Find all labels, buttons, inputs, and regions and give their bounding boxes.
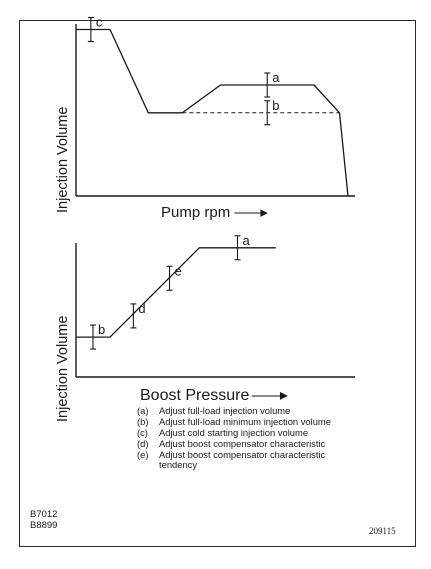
figure-code-left: B7012 B8899 bbox=[30, 509, 57, 531]
chart-0-annotation-b: b bbox=[264, 98, 279, 126]
chart-0-annotation-label-a: a bbox=[272, 70, 280, 85]
figure-frame bbox=[19, 20, 416, 547]
chart-0-xlabel: Pump rpm ——▸ bbox=[161, 204, 268, 221]
chart-1-annotation-d: d bbox=[130, 301, 146, 329]
legend: (a) Adjust full-load injection volume (b… bbox=[137, 405, 337, 471]
chart-0-series-0 bbox=[76, 28, 349, 197]
chart-0-ylabel: Injection Volume bbox=[55, 106, 71, 213]
legend-item-a: (a) Adjust full-load injection volume bbox=[137, 405, 291, 416]
chart-1-annotation-label-b: b bbox=[98, 322, 105, 337]
chart-0-annotation-a: a bbox=[264, 70, 280, 98]
chart-0-annotation-label-b: b bbox=[272, 98, 279, 113]
chart-1-annotation-e: e bbox=[166, 263, 182, 291]
chart-1-xlabel: Boost Pressure ——▸ bbox=[140, 387, 288, 404]
chart-1-annotation-label-d: d bbox=[138, 301, 145, 316]
legend-item-c: (c) Adjust cold starting injection volum… bbox=[137, 426, 309, 438]
chart-1-annotation-label-e: e bbox=[175, 263, 182, 278]
chart-1-series-0 bbox=[76, 247, 276, 338]
chart-0-annotation-label-c: c bbox=[96, 15, 103, 30]
legend-item-e: (e) Adjust boost compensator characteris… bbox=[137, 448, 326, 471]
chart-1-annotation-b: b bbox=[90, 322, 105, 350]
chart-pump-rpm: c ab bbox=[75, 15, 355, 197]
legend-item-b: (b) Adjust full-load minimum injection v… bbox=[137, 415, 331, 427]
chart-1-ylabel: Injection Volume bbox=[55, 315, 71, 422]
chart-1-annotation-label-a: a bbox=[243, 233, 251, 248]
chart-boost-pressure: b d e a bbox=[75, 233, 355, 378]
code-b7012: B7012 bbox=[30, 509, 58, 520]
code-b8899: B8899 bbox=[30, 520, 58, 531]
chart-0-annotation-c: c bbox=[87, 15, 103, 43]
legend-item-d: (d) Adjust boost compensator characteris… bbox=[137, 437, 326, 449]
chart-1-annotation-a: a bbox=[234, 233, 251, 261]
figure-code-right: 209115 bbox=[369, 526, 396, 536]
